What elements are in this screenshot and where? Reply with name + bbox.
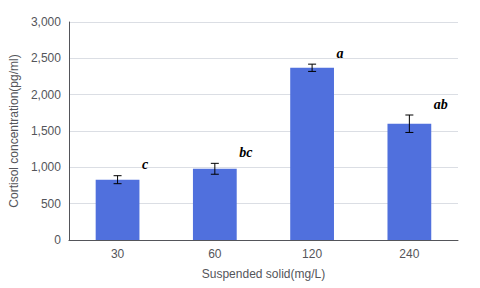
- svg-text:ab: ab: [434, 97, 448, 112]
- svg-text:3,000: 3,000: [31, 15, 61, 29]
- svg-text:a: a: [336, 46, 343, 61]
- svg-text:1,000: 1,000: [31, 160, 61, 174]
- svg-text:bc: bc: [239, 145, 253, 160]
- svg-text:120: 120: [302, 247, 322, 261]
- svg-text:1,500: 1,500: [31, 124, 61, 138]
- svg-text:0: 0: [54, 233, 61, 247]
- svg-text:Suspended solid(mg/L): Suspended solid(mg/L): [202, 267, 325, 281]
- svg-text:60: 60: [208, 247, 222, 261]
- svg-text:240: 240: [399, 247, 419, 261]
- svg-text:2,000: 2,000: [31, 88, 61, 102]
- svg-text:c: c: [142, 157, 149, 172]
- svg-text:30: 30: [111, 247, 125, 261]
- svg-text:Cortisol concentration(pg/ml): Cortisol concentration(pg/ml): [7, 54, 21, 207]
- svg-text:2,500: 2,500: [31, 51, 61, 65]
- svg-text:500: 500: [41, 197, 61, 211]
